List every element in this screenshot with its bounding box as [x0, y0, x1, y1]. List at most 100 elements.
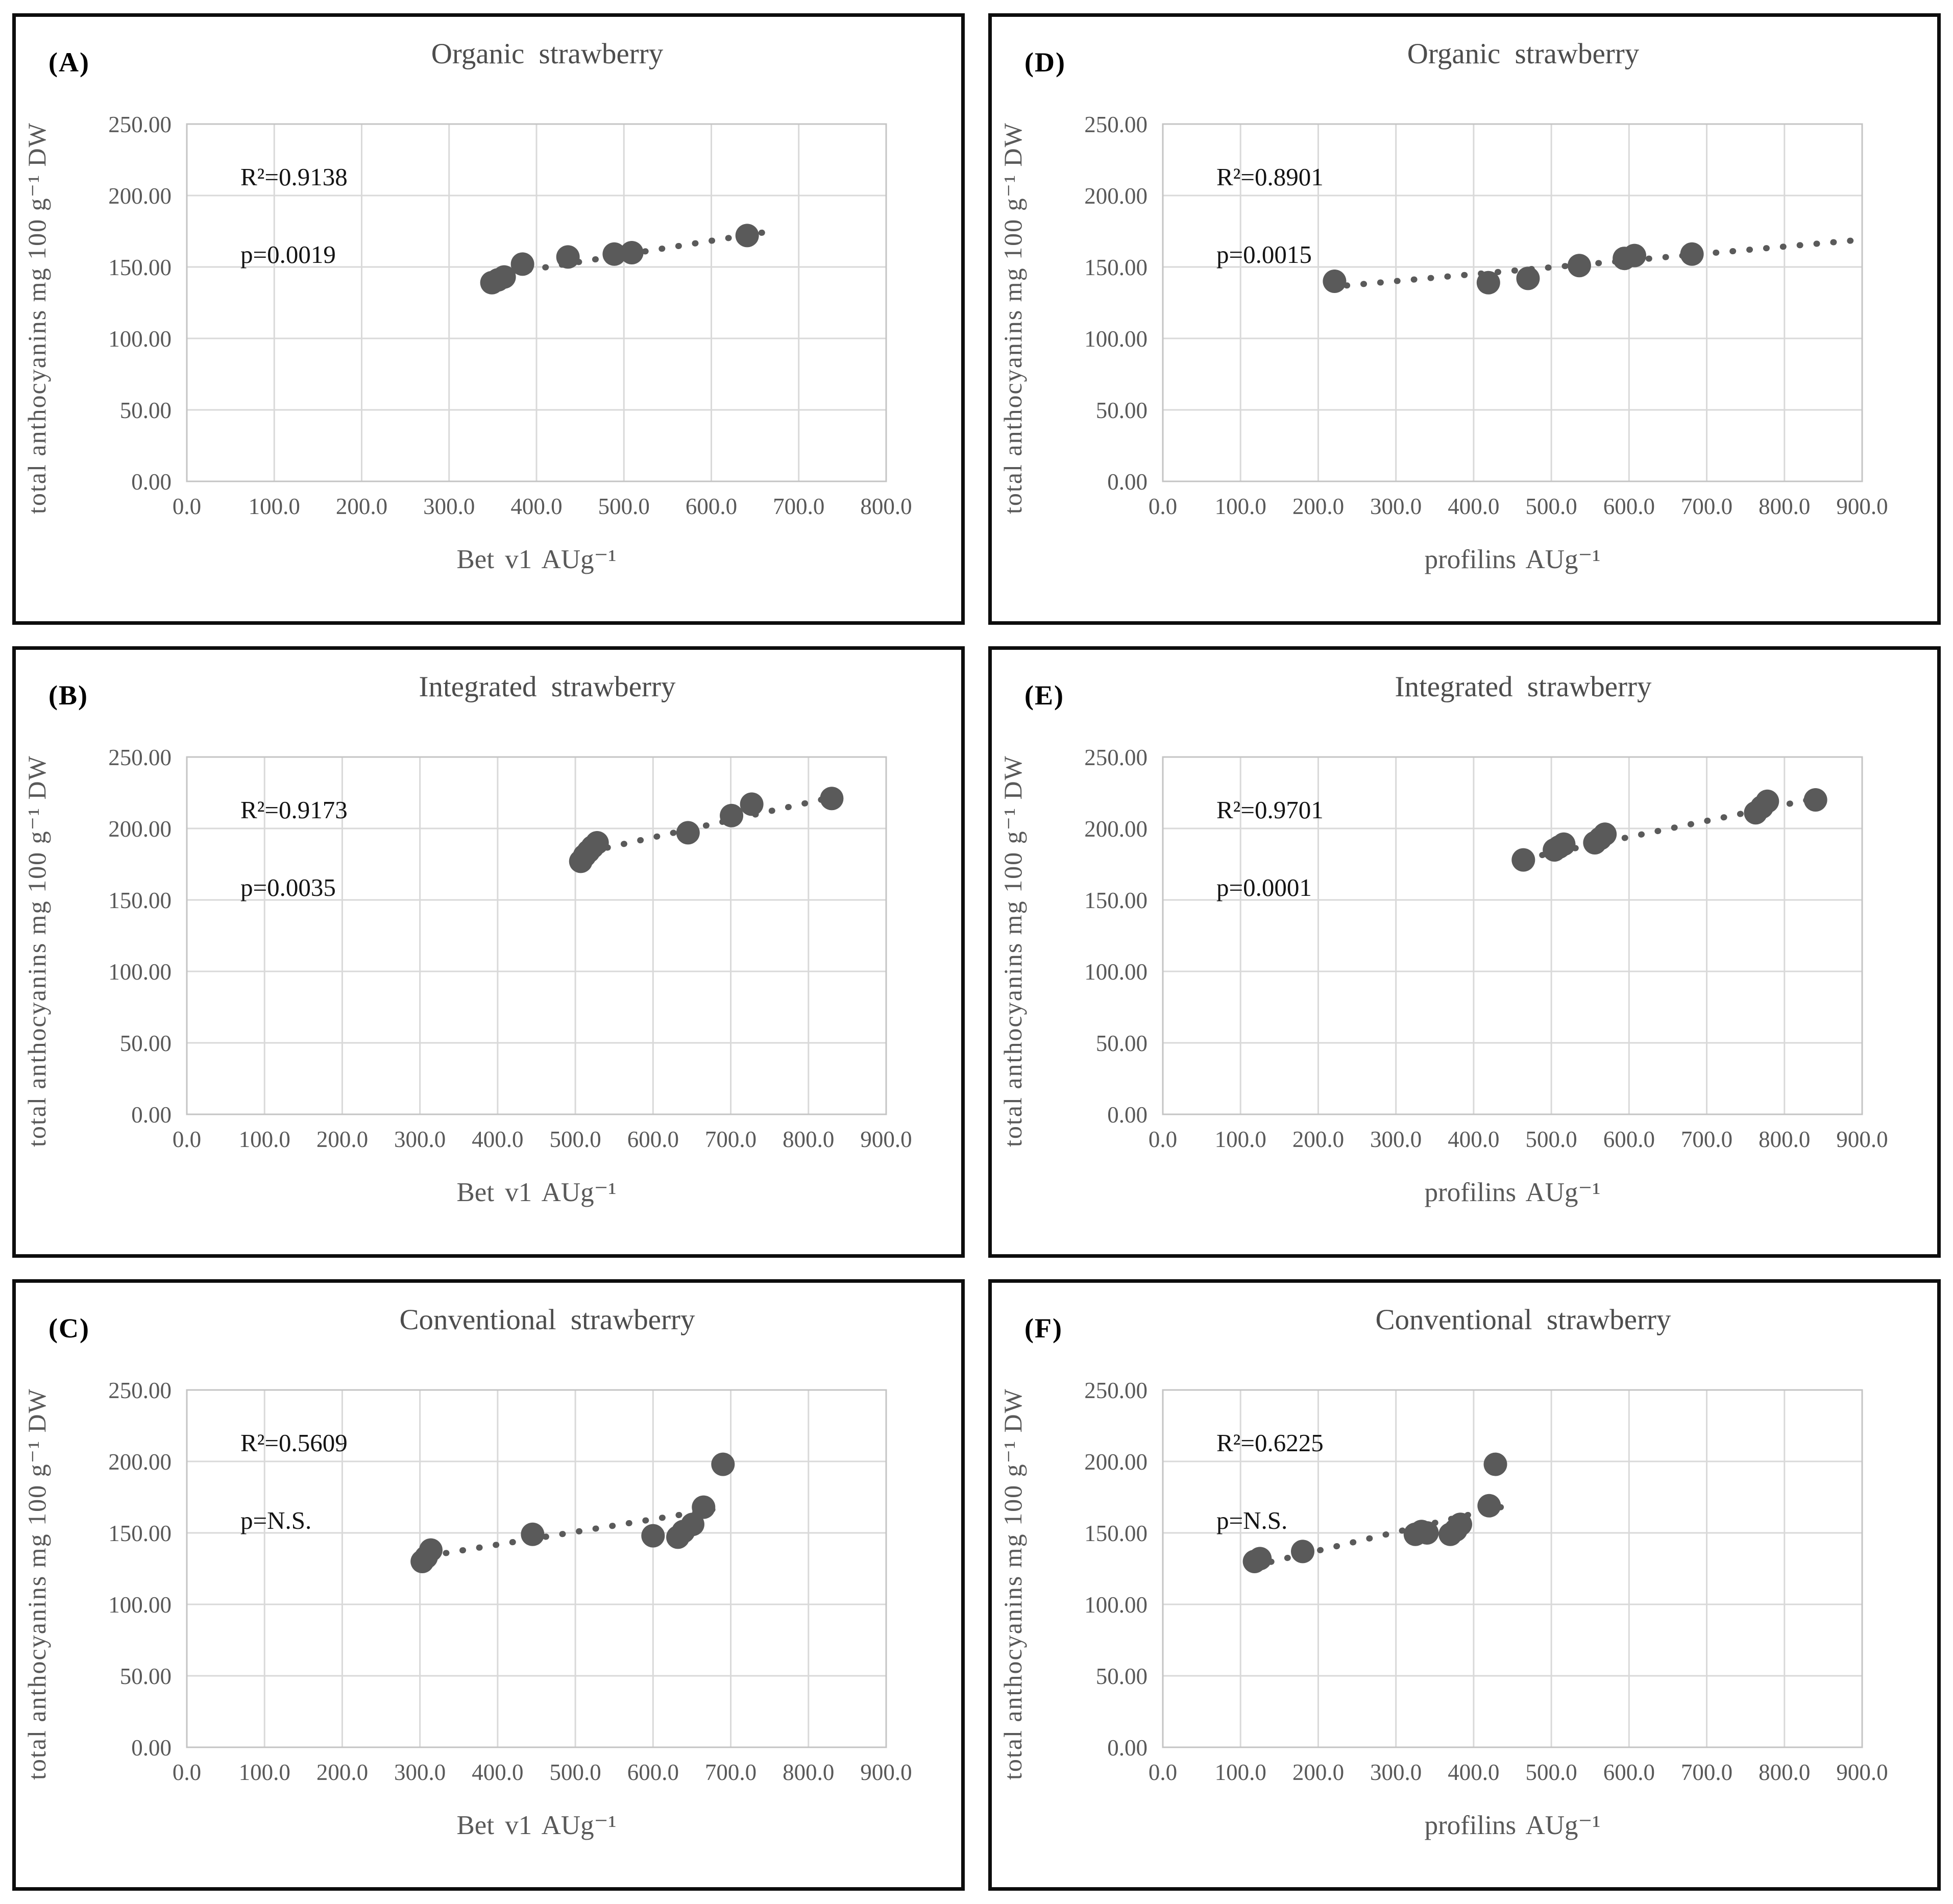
- svg-text:50.00: 50.00: [120, 398, 172, 423]
- panel-letter: (B): [48, 680, 88, 711]
- plot-area: 0.0 100.0 200.0 300.0 400.0 500.0 600.0 700.0 80…: [1043, 111, 1890, 540]
- panel-e: (E) Integrated strawberry total anthocya…: [988, 646, 1941, 1258]
- svg-text:500.0: 500.0: [549, 1760, 601, 1785]
- svg-text:200.00: 200.00: [108, 183, 172, 209]
- chart-title: Conventional strawberry: [399, 1304, 695, 1336]
- panel-letter: (F): [1024, 1313, 1063, 1344]
- svg-text:100.0: 100.0: [249, 494, 300, 519]
- chart-title: Organic strawberry: [431, 38, 664, 70]
- panel-d: (D) Organic strawberry total anthocyanin…: [988, 13, 1941, 625]
- svg-text:200.0: 200.0: [1292, 1760, 1344, 1785]
- svg-text:800.0: 800.0: [1759, 1127, 1810, 1152]
- plot-area: 0.0 100.0 200.0 300.0 400.0 500.0 600.0 700.0 80…: [1043, 1377, 1890, 1806]
- chart-title: Organic strawberry: [1407, 38, 1640, 70]
- svg-text:0.0: 0.0: [1149, 1127, 1177, 1152]
- svg-text:200.0: 200.0: [316, 1127, 368, 1152]
- y-axis-title: total anthocyanins mg 100 g⁻¹ DW: [998, 122, 1027, 514]
- svg-text:100.00: 100.00: [1084, 326, 1148, 352]
- svg-text:0.0: 0.0: [173, 1760, 201, 1785]
- svg-text:100.0: 100.0: [1215, 494, 1266, 519]
- svg-text:500.0: 500.0: [1525, 1127, 1577, 1152]
- svg-text:50.00: 50.00: [120, 1664, 172, 1689]
- plot-area: 0.0 100.0 200.0 300.0 400.0 500.0 600.0 700.0 80…: [67, 1377, 914, 1806]
- svg-text:50.00: 50.00: [1096, 1664, 1148, 1689]
- r-squared-label: R²=0.8901: [1216, 163, 1324, 191]
- svg-text:200.00: 200.00: [1084, 816, 1148, 842]
- chart-title: Integrated strawberry: [419, 671, 676, 703]
- panel-letter: (E): [1024, 680, 1064, 711]
- svg-text:150.00: 150.00: [108, 255, 172, 280]
- x-axis-title: Bet v1 AUg⁻¹: [456, 1811, 617, 1840]
- svg-text:500.0: 500.0: [1525, 494, 1577, 519]
- svg-text:50.00: 50.00: [1096, 398, 1148, 423]
- panel-letter: (A): [48, 47, 90, 78]
- panel-letter: (C): [48, 1313, 90, 1344]
- p-value-label: p=N.S.: [240, 1506, 312, 1534]
- svg-text:50.00: 50.00: [1096, 1031, 1148, 1056]
- r-squared-label: R²=0.9701: [1216, 796, 1324, 824]
- svg-text:200.0: 200.0: [1292, 1127, 1344, 1152]
- x-axis-title: Bet v1 AUg⁻¹: [456, 545, 617, 574]
- plot-area: 0.0 100.0 200.0 300.0 400.0 500.0 600.0 700.0 80…: [1043, 744, 1890, 1173]
- svg-text:150.00: 150.00: [1084, 888, 1148, 913]
- y-axis-title: total anthocyanins mg 100 g⁻¹ DW: [22, 755, 51, 1147]
- svg-text:150.00: 150.00: [108, 888, 172, 913]
- svg-text:0.0: 0.0: [173, 494, 201, 519]
- svg-text:600.0: 600.0: [627, 1760, 679, 1785]
- svg-text:600.0: 600.0: [1603, 1760, 1655, 1785]
- plot-area: 0.0 100.0 200.0 300.0 400.0 500.0 600.0 700.0 80…: [67, 744, 914, 1173]
- svg-text:250.00: 250.00: [1084, 1378, 1148, 1403]
- svg-text:250.00: 250.00: [1084, 112, 1148, 137]
- y-axis-title: total anthocyanins mg 100 g⁻¹ DW: [998, 1388, 1027, 1780]
- svg-text:300.0: 300.0: [1370, 1760, 1422, 1785]
- svg-text:300.0: 300.0: [1370, 1127, 1422, 1152]
- svg-text:400.0: 400.0: [472, 1760, 523, 1785]
- svg-text:700.0: 700.0: [705, 1127, 756, 1152]
- r-squared-label: R²=0.9173: [240, 796, 348, 824]
- svg-text:100.00: 100.00: [1084, 1592, 1148, 1618]
- svg-text:800.0: 800.0: [1759, 1760, 1810, 1785]
- svg-text:50.00: 50.00: [120, 1031, 172, 1056]
- svg-text:600.0: 600.0: [627, 1127, 679, 1152]
- svg-text:700.0: 700.0: [1681, 1760, 1732, 1785]
- chart-title: Conventional strawberry: [1375, 1304, 1671, 1336]
- panel-letter: (D): [1024, 47, 1066, 78]
- svg-text:300.0: 300.0: [1370, 494, 1422, 519]
- svg-text:250.00: 250.00: [108, 112, 172, 137]
- svg-text:200.00: 200.00: [108, 1449, 172, 1475]
- svg-text:150.00: 150.00: [1084, 1521, 1148, 1546]
- panel-a: (A) Organic strawberry total anthocyanin…: [12, 13, 965, 625]
- svg-text:900.0: 900.0: [860, 1760, 912, 1785]
- svg-text:100.00: 100.00: [1084, 959, 1148, 985]
- r-squared-label: R²=0.6225: [1216, 1429, 1324, 1457]
- panel-b: (B) Integrated strawberry total anthocya…: [12, 646, 965, 1258]
- p-value-label: p=0.0035: [240, 873, 336, 901]
- svg-text:0.0: 0.0: [1149, 494, 1177, 519]
- r-squared-label: R²=0.9138: [240, 163, 348, 191]
- svg-text:250.00: 250.00: [108, 745, 172, 770]
- svg-text:250.00: 250.00: [1084, 745, 1148, 770]
- svg-text:300.0: 300.0: [394, 1127, 446, 1152]
- svg-text:900.0: 900.0: [1836, 1760, 1888, 1785]
- y-axis-title: total anthocyanins mg 100 g⁻¹ DW: [22, 1388, 51, 1780]
- svg-text:700.0: 700.0: [1681, 1127, 1732, 1152]
- svg-text:200.00: 200.00: [1084, 183, 1148, 209]
- svg-text:100.00: 100.00: [108, 326, 172, 352]
- scatter-chart: 0.0 100.0 200.0 300.0 400.0 500.0 600.0 700.0 80…: [1084, 745, 1888, 1152]
- svg-text:0.00: 0.00: [1107, 1102, 1148, 1128]
- svg-text:700.0: 700.0: [773, 494, 824, 519]
- x-axis-title: profilins AUg⁻¹: [1424, 1811, 1601, 1840]
- x-axis-title: profilins AUg⁻¹: [1424, 1178, 1601, 1207]
- svg-text:100.00: 100.00: [108, 1592, 172, 1618]
- svg-text:200.0: 200.0: [316, 1760, 368, 1785]
- y-axis-title: total anthocyanins mg 100 g⁻¹ DW: [22, 122, 51, 514]
- svg-text:0.00: 0.00: [131, 1735, 172, 1761]
- svg-text:200.0: 200.0: [1292, 494, 1344, 519]
- svg-text:100.0: 100.0: [1215, 1127, 1266, 1152]
- svg-text:400.0: 400.0: [510, 494, 562, 519]
- p-value-label: p=0.0015: [1216, 240, 1312, 268]
- svg-text:500.0: 500.0: [1525, 1760, 1577, 1785]
- r-squared-label: R²=0.5609: [240, 1429, 348, 1457]
- panel-f: (F) Conventional strawberry total anthoc…: [988, 1279, 1941, 1891]
- svg-text:100.0: 100.0: [239, 1760, 290, 1785]
